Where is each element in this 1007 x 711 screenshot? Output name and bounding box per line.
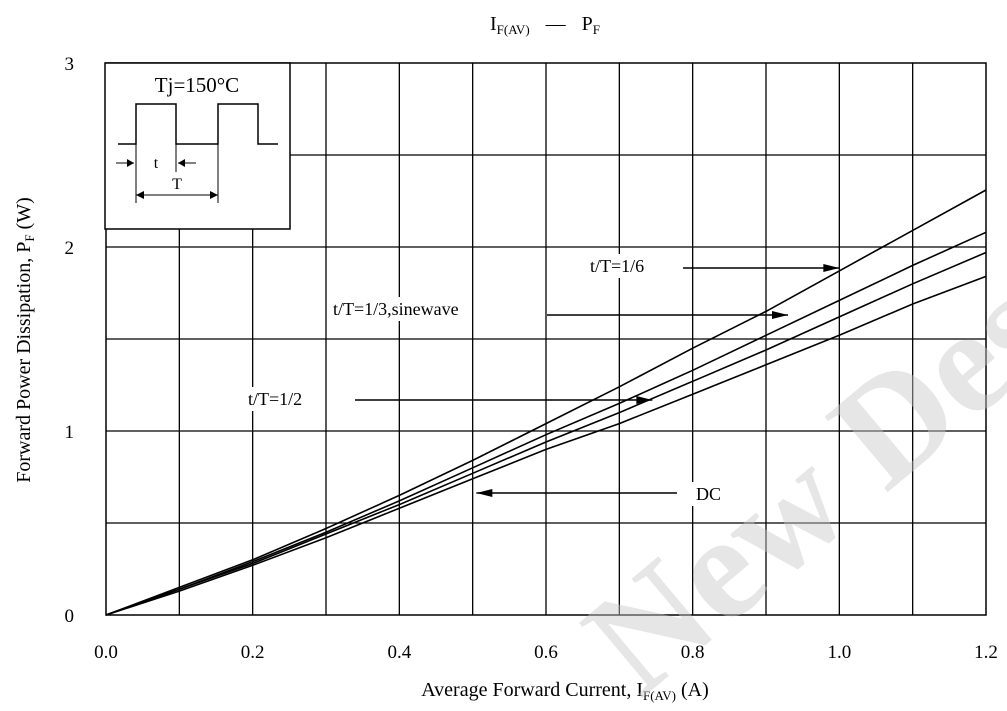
annotation-label: DC bbox=[696, 484, 721, 504]
y-tick-label: 1 bbox=[65, 422, 75, 443]
inset-temperature-label: Tj=150°C bbox=[155, 73, 239, 97]
T-label: T bbox=[172, 176, 182, 193]
t-arrow-right-head bbox=[178, 159, 185, 167]
pulse-waveform bbox=[118, 103, 278, 145]
x-axis-label: Average Forward Current, IF(AV) (A) bbox=[421, 679, 709, 703]
T-arrow-left-head bbox=[136, 191, 144, 199]
x-tick-label: 0.8 bbox=[681, 642, 705, 663]
t-label: t bbox=[154, 155, 159, 172]
x-tick-label: 1.2 bbox=[974, 642, 998, 663]
annotation-arrow-head bbox=[823, 264, 840, 272]
annotation-label: t/T=1/3,sinewave bbox=[333, 299, 459, 319]
x-tick-label: 0.6 bbox=[534, 642, 558, 663]
t-arrow-left-head bbox=[127, 159, 134, 167]
y-axis-label: Forward Power Dissipation, PF (W) bbox=[13, 197, 37, 483]
annotation-bg bbox=[691, 482, 727, 506]
annotation-bg bbox=[585, 254, 650, 278]
annotation-arrow-head bbox=[476, 489, 493, 497]
series-line-3 bbox=[105, 251, 987, 616]
T-arrow-right-head bbox=[210, 191, 218, 199]
inset-pulse-diagram: Tj=150°C t T bbox=[104, 62, 291, 230]
series-line-2 bbox=[105, 231, 987, 616]
y-tick-label: 2 bbox=[65, 238, 75, 259]
annotation-arrow-head bbox=[772, 311, 788, 319]
x-tick-label: 1.0 bbox=[827, 642, 851, 663]
curves bbox=[105, 189, 987, 616]
watermark: New Design bbox=[555, 113, 1007, 711]
annotation-bg bbox=[243, 387, 308, 411]
annotation-arrow-head bbox=[636, 396, 653, 404]
x-tick-label: 0.4 bbox=[387, 642, 411, 663]
annotation-label: t/T=1/6 bbox=[590, 256, 644, 276]
y-tick-label: 0 bbox=[65, 606, 75, 627]
y-tick-label: 3 bbox=[65, 54, 75, 75]
grid: 0.0 0.2 0.4 0.6 0.8 1.0 1.2 0 1 2 3 bbox=[65, 54, 998, 663]
annotations: t/T=1/6 t/T=1/3,sinewave t/T=1/2 DC bbox=[243, 254, 840, 506]
annotation-bg bbox=[328, 297, 464, 321]
chart-title: IF(AV) — PF bbox=[490, 13, 600, 37]
x-tick-label: 0.2 bbox=[241, 642, 265, 663]
annotation-label: t/T=1/2 bbox=[248, 389, 302, 409]
x-tick-label: 0.0 bbox=[94, 642, 118, 663]
series-line-4 bbox=[105, 275, 987, 616]
series-line-1 bbox=[105, 189, 987, 616]
